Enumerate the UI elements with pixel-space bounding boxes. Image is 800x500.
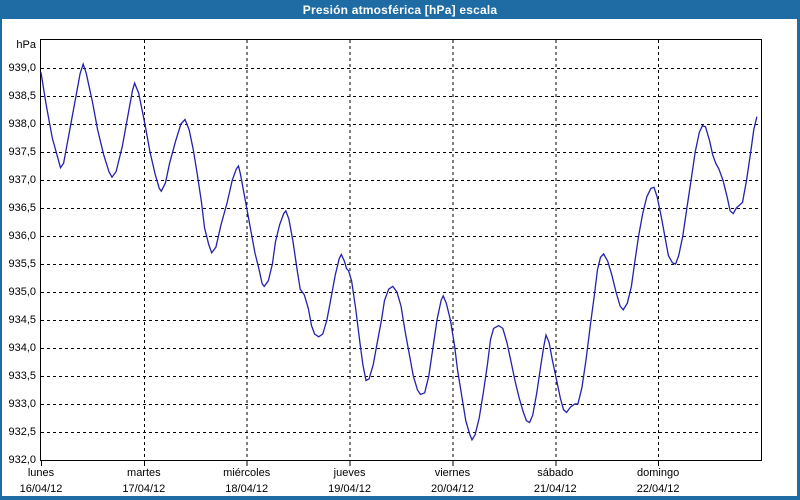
chart-plot-area <box>40 39 762 466</box>
pressure-line-chart <box>40 40 761 466</box>
y-axis-tick-label: 937,0 <box>8 174 36 186</box>
y-axis-tick-label: 934,0 <box>8 342 36 354</box>
y-axis-tick-label: 933,0 <box>8 398 36 410</box>
y-axis-unit-label: hPa <box>16 39 36 51</box>
x-axis-date-label: 17/04/12 <box>122 483 166 495</box>
y-axis-tick-label: 936,0 <box>8 230 36 242</box>
y-axis-tick-label: 935,5 <box>8 258 36 270</box>
y-axis-tick-label: 933,5 <box>8 370 36 382</box>
x-axis-date-label: 20/04/12 <box>431 483 474 495</box>
x-axis-date-label: 21/04/12 <box>533 483 577 495</box>
y-axis-tick-label: 938,5 <box>8 90 36 102</box>
chart-canvas-area: hPa 939,0 938,5 938,0 937,5 937,0 936,5 936,0 9… <box>2 19 797 496</box>
y-axis-tick-label: 932,0 <box>8 454 36 466</box>
y-axis-tick-label: 938,0 <box>8 118 36 130</box>
x-axis-day-label: domingo <box>637 467 680 479</box>
x-axis-date-label: 22/04/12 <box>636 483 680 495</box>
x-axis-date-label: 16/04/12 <box>19 483 63 495</box>
y-axis-tick-label: 939,0 <box>8 62 36 74</box>
chart-title-bar: Presión atmosférica [hPa] escala <box>0 0 800 19</box>
x-axis-date-label: 19/04/12 <box>328 483 371 495</box>
x-axis-day-label: viernes <box>434 467 471 479</box>
x-axis-day-label: jueves <box>333 467 366 479</box>
pressure-series-line <box>40 62 758 442</box>
y-axis-tick-label: 936,5 <box>8 202 36 214</box>
x-axis-day-label: martes <box>127 467 161 479</box>
x-axis-day-label: lunes <box>27 467 55 479</box>
chart-title: Presión atmosférica [hPa] escala <box>302 2 498 17</box>
y-axis-tick-label: 932,5 <box>8 426 36 438</box>
x-axis-date-label: 18/04/12 <box>225 483 269 495</box>
x-axis-day-label: sábado <box>537 467 574 479</box>
y-axis-tick-label: 934,5 <box>8 314 36 326</box>
x-axis-day-label: miércoles <box>223 467 271 479</box>
y-axis-tick-label: 937,5 <box>8 146 36 158</box>
y-axis-tick-label: 935,0 <box>8 286 36 298</box>
